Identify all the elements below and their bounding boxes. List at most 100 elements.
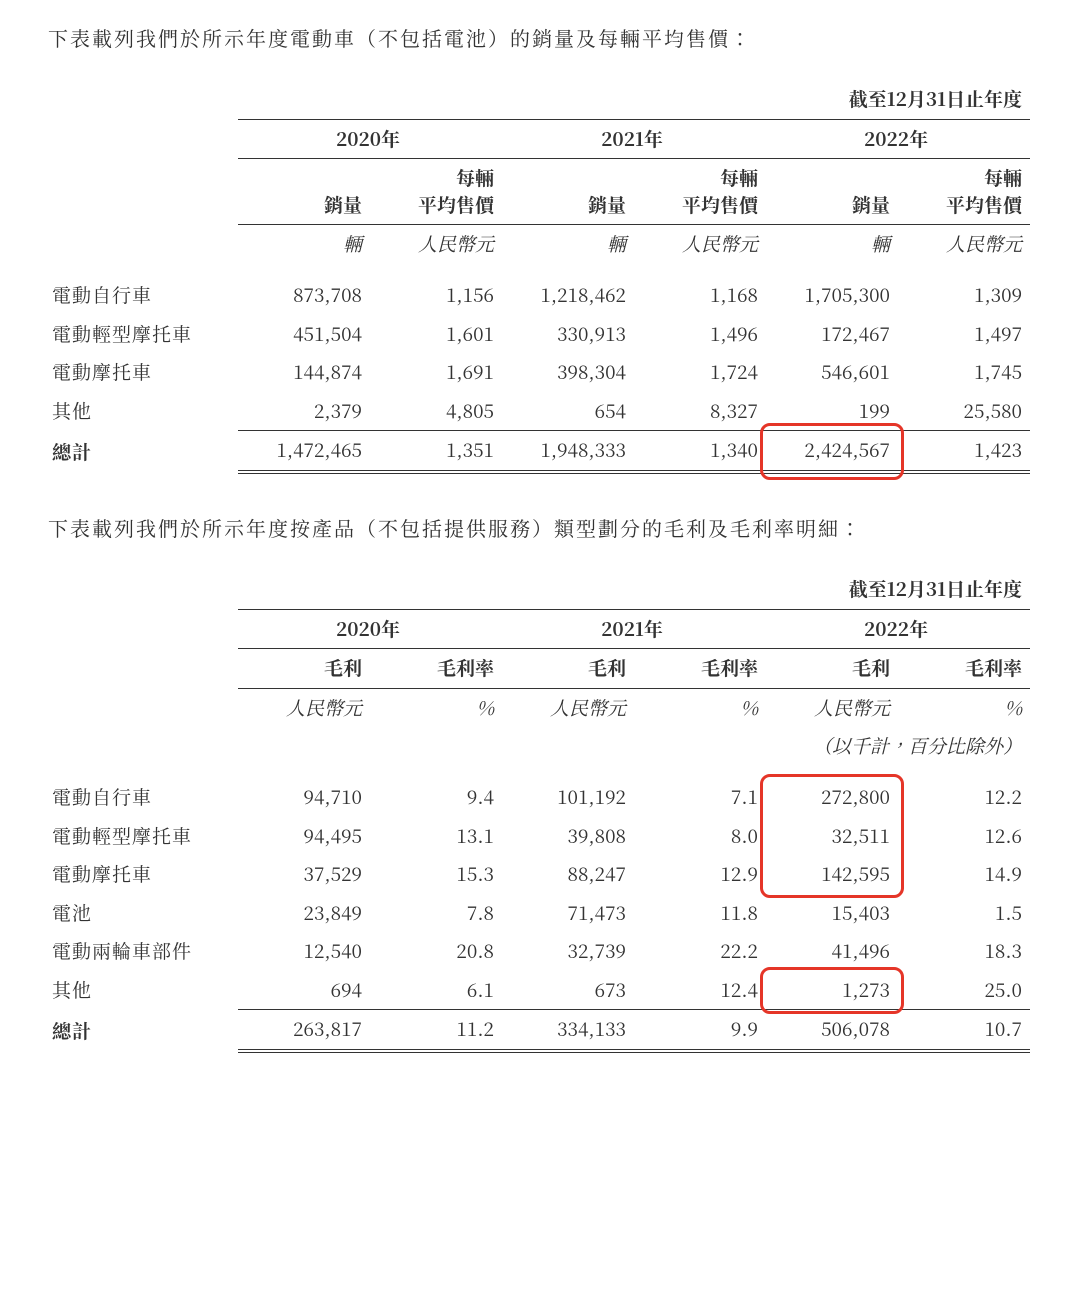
data-cell: 7.1 (634, 778, 766, 817)
total-cell: 1,948,333 (502, 431, 634, 472)
col-gpm: 毛利率 (370, 649, 502, 689)
data-cell: 71,473 (502, 894, 634, 933)
row-label: 電池 (48, 894, 238, 933)
data-cell: 142,595 (766, 855, 898, 894)
total-cell: 2,424,567 (766, 431, 898, 472)
total-row: 總計 1,472,465 1,351 1,948,333 1,340 2,424… (48, 431, 1030, 472)
unit-gpm: % (898, 688, 1030, 727)
total-cell: 10.7 (898, 1010, 1030, 1051)
unit-gp: 人民幣元 (502, 688, 634, 727)
data-cell: 14.9 (898, 855, 1030, 894)
data-cell: 37,529 (238, 855, 370, 894)
data-cell: 9.4 (370, 778, 502, 817)
unit-volume: 輛 (766, 225, 898, 264)
period-header: 截至12月31日止年度 (238, 570, 1030, 609)
data-cell: 398,304 (502, 353, 634, 392)
table-row: 電動輕型摩托車451,5041,601330,9131,496172,4671,… (48, 315, 1030, 354)
table-row: 電動兩輪車部件12,54020.832,73922.241,49618.3 (48, 932, 1030, 971)
total-cell: 334,133 (502, 1010, 634, 1051)
table-row: 電動摩托車144,8741,691398,3041,724546,6011,74… (48, 353, 1030, 392)
col-volume: 銷量 (502, 159, 634, 225)
unit-price: 人民幣元 (898, 225, 1030, 264)
total-cell: 1,340 (634, 431, 766, 472)
total-cell: 1,423 (898, 431, 1030, 472)
col-volume: 銷量 (238, 159, 370, 225)
data-cell: 172,467 (766, 315, 898, 354)
table-row: 電池23,8497.871,47311.815,4031.5 (48, 894, 1030, 933)
data-cell: 1.5 (898, 894, 1030, 933)
data-cell: 20.8 (370, 932, 502, 971)
year-header: 2020年 (238, 119, 502, 159)
data-cell: 546,601 (766, 353, 898, 392)
unit-volume: 輛 (238, 225, 370, 264)
row-label: 電動兩輪車部件 (48, 932, 238, 971)
col-price: 每輛 平均售價 (370, 159, 502, 225)
period-header: 截至12月31日止年度 (238, 80, 1030, 119)
row-label: 電動自行車 (48, 778, 238, 817)
unit-price: 人民幣元 (634, 225, 766, 264)
data-cell: 1,218,462 (502, 276, 634, 315)
data-cell: 39,808 (502, 817, 634, 856)
col-gpm: 毛利率 (634, 649, 766, 689)
data-cell: 199 (766, 392, 898, 431)
data-cell: 32,511 (766, 817, 898, 856)
table-row: 電動輕型摩托車94,49513.139,8088.032,51112.6 (48, 817, 1030, 856)
total-row: 總計 263,817 11.2 334,133 9.9 506,078 10.7 (48, 1010, 1030, 1051)
data-cell: 11.8 (634, 894, 766, 933)
data-cell: 1,601 (370, 315, 502, 354)
data-cell: 22.2 (634, 932, 766, 971)
data-cell: 1,724 (634, 353, 766, 392)
col-gpm: 毛利率 (898, 649, 1030, 689)
sales-table: 截至12月31日止年度 2020年 2021年 2022年 銷量 每輛 平均售價… (48, 80, 1030, 474)
total-cell: 506,078 (766, 1010, 898, 1051)
total-label: 總計 (48, 1010, 238, 1051)
data-cell: 4,805 (370, 392, 502, 431)
row-label: 電動輕型摩托車 (48, 817, 238, 856)
row-label: 電動摩托車 (48, 855, 238, 894)
year-header: 2021年 (502, 609, 766, 649)
year-header: 2021年 (502, 119, 766, 159)
data-cell: 8,327 (634, 392, 766, 431)
row-label: 電動摩托車 (48, 353, 238, 392)
col-volume: 銷量 (766, 159, 898, 225)
total-cell: 263,817 (238, 1010, 370, 1051)
data-cell: 1,309 (898, 276, 1030, 315)
data-cell: 25.0 (898, 971, 1030, 1010)
data-cell: 12,540 (238, 932, 370, 971)
unit-gpm: % (634, 688, 766, 727)
data-cell: 873,708 (238, 276, 370, 315)
data-cell: 94,495 (238, 817, 370, 856)
unit-volume: 輛 (502, 225, 634, 264)
data-cell: 1,156 (370, 276, 502, 315)
col-gp: 毛利 (238, 649, 370, 689)
data-cell: 1,745 (898, 353, 1030, 392)
table-row: 電動摩托車37,52915.388,24712.9142,59514.9 (48, 855, 1030, 894)
gross-profit-table: 截至12月31日止年度 2020年 2021年 2022年 毛利 毛利率 毛利 … (48, 570, 1030, 1053)
data-cell: 18.3 (898, 932, 1030, 971)
table-row: 電動自行車94,7109.4101,1927.1272,80012.2 (48, 778, 1030, 817)
data-cell: 1,168 (634, 276, 766, 315)
row-label: 電動自行車 (48, 276, 238, 315)
data-cell: 272,800 (766, 778, 898, 817)
data-cell: 41,496 (766, 932, 898, 971)
data-cell: 12.4 (634, 971, 766, 1010)
total-cell: 11.2 (370, 1010, 502, 1051)
data-cell: 1,691 (370, 353, 502, 392)
total-cell: 1,351 (370, 431, 502, 472)
table1-intro: 下表載列我們於所示年度電動車（不包括電池）的銷量及每輛平均售價： (48, 24, 1028, 52)
table2-wrapper: 截至12月31日止年度 2020年 2021年 2022年 毛利 毛利率 毛利 … (48, 570, 1028, 1053)
table-row: 其他6946.167312.41,27325.0 (48, 971, 1030, 1010)
data-cell: 12.9 (634, 855, 766, 894)
data-cell: 1,496 (634, 315, 766, 354)
total-cell: 9.9 (634, 1010, 766, 1051)
data-cell: 654 (502, 392, 634, 431)
data-cell: 7.8 (370, 894, 502, 933)
data-cell: 94,710 (238, 778, 370, 817)
data-cell: 12.2 (898, 778, 1030, 817)
table1-wrapper: 截至12月31日止年度 2020年 2021年 2022年 銷量 每輛 平均售價… (48, 80, 1028, 474)
data-cell: 13.1 (370, 817, 502, 856)
data-cell: 1,705,300 (766, 276, 898, 315)
unit-gpm: % (370, 688, 502, 727)
year-header: 2022年 (766, 609, 1030, 649)
unit-price: 人民幣元 (370, 225, 502, 264)
